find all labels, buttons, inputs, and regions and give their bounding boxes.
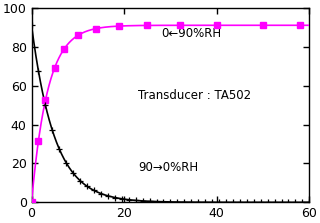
Text: Transducer : TA502: Transducer : TA502: [138, 89, 251, 102]
Text: 90→0%RH: 90→0%RH: [138, 161, 198, 174]
Text: 0←90%RH: 0←90%RH: [161, 27, 221, 39]
